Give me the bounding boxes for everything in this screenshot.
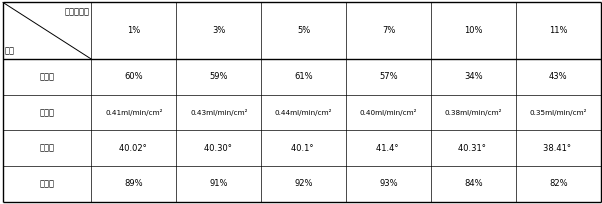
Text: 0.35ml/min/cm²: 0.35ml/min/cm²: [530, 109, 587, 116]
Text: 89%: 89%: [125, 179, 143, 188]
Text: 截留率: 截留率: [40, 179, 55, 188]
Text: 0.38ml/min/cm²: 0.38ml/min/cm²: [445, 109, 502, 116]
Text: 40.1°: 40.1°: [291, 144, 316, 153]
Text: 93%: 93%: [379, 179, 398, 188]
Text: 84%: 84%: [464, 179, 483, 188]
Text: 91%: 91%: [209, 179, 228, 188]
Text: 孔隙率: 孔隙率: [40, 72, 55, 81]
Text: 11%: 11%: [549, 26, 568, 35]
Text: 41.4°: 41.4°: [376, 144, 401, 153]
Text: 1%: 1%: [127, 26, 140, 35]
Text: 膜通量: 膜通量: [40, 108, 55, 117]
Text: 3%: 3%: [212, 26, 226, 35]
Text: 40.31°: 40.31°: [458, 144, 489, 153]
Text: 40.30°: 40.30°: [203, 144, 234, 153]
Text: 锑尾矿配比: 锑尾矿配比: [64, 8, 90, 17]
Text: 34%: 34%: [464, 72, 483, 81]
Text: 57%: 57%: [379, 72, 398, 81]
Text: 接触角: 接触角: [40, 144, 55, 153]
Text: 5%: 5%: [297, 26, 310, 35]
Text: 10%: 10%: [464, 26, 483, 35]
Text: 38.41°: 38.41°: [543, 144, 574, 153]
Text: 60%: 60%: [125, 72, 143, 81]
Text: 性能: 性能: [5, 46, 15, 55]
Text: 92%: 92%: [294, 179, 313, 188]
Text: 82%: 82%: [549, 179, 568, 188]
Text: 7%: 7%: [382, 26, 396, 35]
Text: 43%: 43%: [549, 72, 568, 81]
Text: 59%: 59%: [209, 72, 228, 81]
Text: 0.40ml/min/cm²: 0.40ml/min/cm²: [360, 109, 417, 116]
Text: 0.43ml/min/cm²: 0.43ml/min/cm²: [190, 109, 247, 116]
Text: 40.02°: 40.02°: [119, 144, 149, 153]
Text: 61%: 61%: [294, 72, 313, 81]
Text: 0.44ml/min/cm²: 0.44ml/min/cm²: [275, 109, 332, 116]
Text: 0.41ml/min/cm²: 0.41ml/min/cm²: [105, 109, 163, 116]
